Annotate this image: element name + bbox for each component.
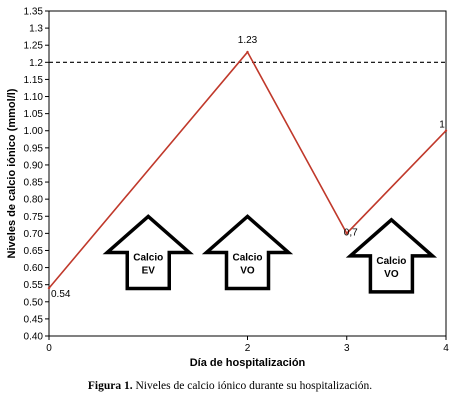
caption-label: Figura 1. — [87, 380, 133, 392]
arrow-label: Calcio — [133, 252, 163, 263]
up-arrow-icon — [102, 214, 194, 291]
y-tick-label: 0.45 — [24, 314, 44, 325]
arrow-label: EV — [142, 265, 156, 276]
x-tick-label: 3 — [344, 343, 350, 354]
y-tick-label: 1.05 — [24, 109, 44, 120]
figure-caption: Figura 1. Niveles de calcio iónico duran… — [0, 380, 460, 392]
y-tick-label: 0.65 — [24, 246, 44, 257]
y-tick-label: 1.2 — [29, 58, 43, 69]
y-tick-label: 1.25 — [24, 41, 44, 52]
y-tick-label: 0.55 — [24, 280, 44, 291]
y-tick-label: 0.75 — [24, 212, 44, 223]
y-tick-label: 0.85 — [24, 178, 44, 189]
data-label: 0.54 — [51, 289, 71, 300]
caption-text: Niveles de calcio iónico durante su hosp… — [132, 380, 373, 392]
y-tick-label: 1.10 — [24, 92, 44, 103]
y-tick-label: 0.80 — [24, 195, 44, 206]
up-arrow-icon — [201, 214, 294, 291]
data-point — [246, 50, 249, 54]
x-axis-title: Día de hospitalización — [190, 357, 306, 369]
y-tick-label: 1.35 — [24, 7, 44, 18]
data-label: 1.23 — [238, 35, 258, 46]
data-point — [345, 232, 348, 235]
series-line — [48, 50, 447, 289]
calcium-line-chart: 0.40 0.45 0.50 0.55 0.60 0.65 0.70 0.75 0.80 0.85… — [6, 7, 449, 370]
x-tick-label: 0 — [46, 343, 52, 354]
arrow-label: Calcio — [376, 256, 406, 267]
y-tick-label: 0.60 — [24, 263, 44, 274]
x-tick-label: 4 — [443, 343, 449, 354]
y-tick-label: 0.50 — [24, 297, 44, 308]
data-label: 0,7 — [344, 227, 358, 238]
arrow-label: Calcio — [232, 252, 262, 263]
data-point — [47, 286, 51, 290]
arrow-label: VO — [240, 265, 255, 276]
y-tick-label: 0.70 — [24, 229, 44, 240]
arrow-label: VO — [384, 269, 399, 280]
data-point — [444, 129, 448, 132]
y-tick-label: 0.95 — [24, 143, 44, 154]
y-tick-label: 0.90 — [24, 160, 44, 171]
y-tick-label: 1.15 — [24, 75, 44, 86]
y-axis-title: Niveles de calcio iónico (mmol/l) — [6, 88, 18, 258]
y-tick-label: 1.00 — [24, 126, 44, 137]
up-arrow-icon — [345, 217, 438, 294]
y-tick-label: 1.3 — [29, 24, 43, 35]
x-tick-label: 2 — [245, 343, 251, 354]
y-tick-label: 0.40 — [24, 332, 44, 343]
data-label: 1 — [439, 120, 445, 131]
